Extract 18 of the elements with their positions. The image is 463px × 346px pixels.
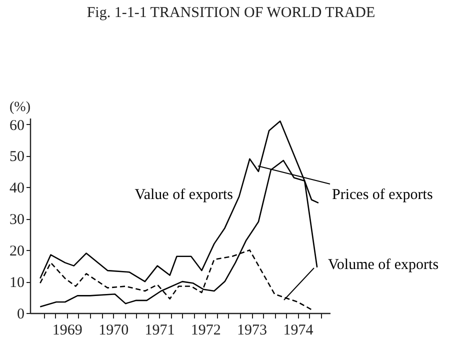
y-tick-label: 10 (10, 275, 24, 292)
chart-title: Fig. 1-1-1 TRANSITION OF WORLD TRADE (86, 5, 376, 21)
y-tick-label: 60 (10, 118, 24, 134)
y-tick-label: 40 (10, 180, 24, 197)
x-tick-label: 1971 (144, 322, 175, 338)
series-label: Prices of exports (332, 187, 433, 203)
y-tick-label: 50 (10, 149, 24, 166)
y-axis-title: (%) (10, 100, 31, 115)
x-tick-label: 1970 (98, 322, 129, 338)
x-tick-label: 1969 (52, 322, 82, 338)
y-tick-label: 30 (10, 212, 24, 228)
y-tick-label: 0 (17, 306, 24, 322)
x-tick-label: 1972 (190, 322, 221, 338)
x-tick-label: 1973 (237, 322, 268, 338)
x-tick-label: 1974 (283, 322, 314, 338)
text: Volume of exports (328, 257, 439, 273)
y-tick-label: 20 (10, 244, 24, 260)
series-label: Value of exports (134, 187, 234, 203)
